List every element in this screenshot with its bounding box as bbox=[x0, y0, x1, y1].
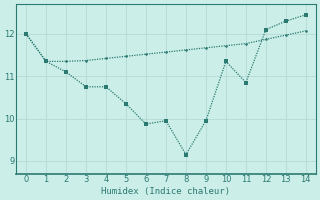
X-axis label: Humidex (Indice chaleur): Humidex (Indice chaleur) bbox=[101, 187, 230, 196]
